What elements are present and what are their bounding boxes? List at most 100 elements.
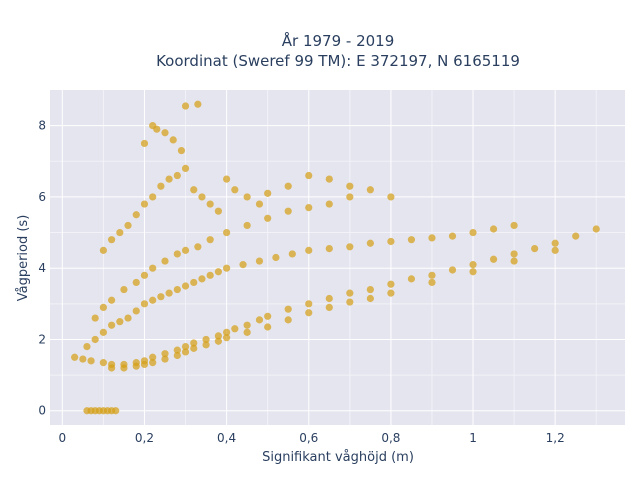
scatter-point xyxy=(132,307,140,315)
x-tick-label: 0,8 xyxy=(381,431,400,445)
scatter-point xyxy=(223,175,231,183)
scatter-point xyxy=(194,243,202,251)
scatter-point xyxy=(194,100,202,108)
x-tick-label: 1,2 xyxy=(546,431,565,445)
scatter-point xyxy=(346,289,354,297)
scatter-point xyxy=(108,236,116,244)
scatter-point xyxy=(572,232,580,240)
x-tick-label: 0,6 xyxy=(299,431,318,445)
scatter-point xyxy=(87,357,95,365)
scatter-point xyxy=(305,246,313,254)
scatter-point xyxy=(173,346,181,354)
scatter-point xyxy=(284,182,292,190)
scatter-point xyxy=(243,328,251,336)
scatter-point xyxy=(231,186,239,194)
x-tick-label: 0,4 xyxy=(217,431,236,445)
scatter-point xyxy=(531,244,539,253)
scatter-point xyxy=(132,278,140,287)
scatter-point xyxy=(140,300,149,308)
y-tick-label: 6 xyxy=(38,190,46,204)
scatter-point xyxy=(181,246,190,254)
scatter-point xyxy=(214,268,222,276)
scatter-point xyxy=(108,321,116,329)
scatter-point xyxy=(387,289,395,297)
scatter-point xyxy=(79,355,87,363)
scatter-point xyxy=(99,359,107,367)
scatter-point xyxy=(161,257,169,265)
scatter-point xyxy=(149,353,157,361)
scatter-point xyxy=(173,285,181,294)
scatter-point xyxy=(510,250,518,258)
scatter-point xyxy=(202,335,210,344)
scatter-point xyxy=(239,261,247,269)
scatter-point xyxy=(190,339,198,347)
scatter-point xyxy=(214,332,222,340)
scatter-point xyxy=(173,250,181,258)
scatter-point xyxy=(264,323,272,331)
scatter-point xyxy=(181,164,190,173)
scatter-point xyxy=(132,362,140,370)
scatter-point xyxy=(366,186,374,194)
scatter-point xyxy=(149,359,157,367)
scatter-point xyxy=(206,236,214,244)
scatter-point xyxy=(214,207,222,215)
scatter-point xyxy=(91,335,99,344)
x-axis-label: Signifikant våghöjd (m) xyxy=(262,450,414,465)
scatter-point xyxy=(108,296,116,304)
scatter-point xyxy=(165,289,173,297)
scatter-point xyxy=(165,175,173,183)
scatter-point xyxy=(149,296,157,304)
scatter-point xyxy=(83,342,91,351)
scatter-point xyxy=(198,275,206,283)
scatter-point xyxy=(108,364,116,372)
scatter-point xyxy=(177,146,186,155)
scatter-point xyxy=(120,364,128,372)
x-axis-ticks: 0 0,2 0,4 0,6 0,8 1 1,2 xyxy=(59,431,565,445)
scatter-point xyxy=(206,200,214,208)
chart-title: År 1979 - 2019 xyxy=(282,31,395,50)
scatter-point xyxy=(99,303,107,311)
scatter-point xyxy=(325,175,333,183)
scatter-point xyxy=(153,125,161,133)
scatter-point xyxy=(190,344,198,352)
scatter-point xyxy=(120,285,128,294)
scatter-point xyxy=(181,342,190,351)
scatter-point xyxy=(387,237,395,246)
scatter-point xyxy=(243,193,251,201)
scatter-point xyxy=(448,266,457,274)
scatter-point xyxy=(366,239,374,247)
scatter-point xyxy=(181,348,190,356)
y-axis-ticks: 0 2 4 6 8 xyxy=(38,119,46,418)
scatter-point xyxy=(99,328,107,336)
scatter-point xyxy=(346,193,354,201)
scatter-point xyxy=(366,285,374,294)
scatter-point xyxy=(284,207,292,215)
scatter-point xyxy=(305,171,313,180)
scatter-point xyxy=(325,200,333,208)
scatter-point xyxy=(264,312,272,320)
scatter-point xyxy=(284,316,292,324)
y-tick-label: 2 xyxy=(38,332,46,346)
scatter-point xyxy=(243,321,251,329)
scatter-point xyxy=(428,271,436,279)
scatter-point xyxy=(231,325,239,333)
scatter-point xyxy=(489,255,498,263)
scatter-point xyxy=(428,278,436,287)
scatter-point xyxy=(448,232,457,240)
chart-subtitle: Koordinat (Sweref 99 TM): E 372197, N 61… xyxy=(156,52,520,70)
scatter-point xyxy=(592,225,600,233)
scatter-point xyxy=(255,257,264,265)
scatter-point xyxy=(161,350,169,358)
scatter-point xyxy=(223,328,231,336)
scatter-point xyxy=(243,221,251,230)
scatter-point xyxy=(551,239,559,247)
scatter-point xyxy=(325,294,333,303)
scatter-point xyxy=(206,271,214,279)
scatter-point xyxy=(387,280,395,288)
scatter-point xyxy=(407,275,416,283)
scatter-point xyxy=(161,129,169,137)
y-tick-label: 8 xyxy=(38,119,46,133)
scatter-point xyxy=(173,171,181,180)
x-tick-label: 0 xyxy=(59,431,67,445)
